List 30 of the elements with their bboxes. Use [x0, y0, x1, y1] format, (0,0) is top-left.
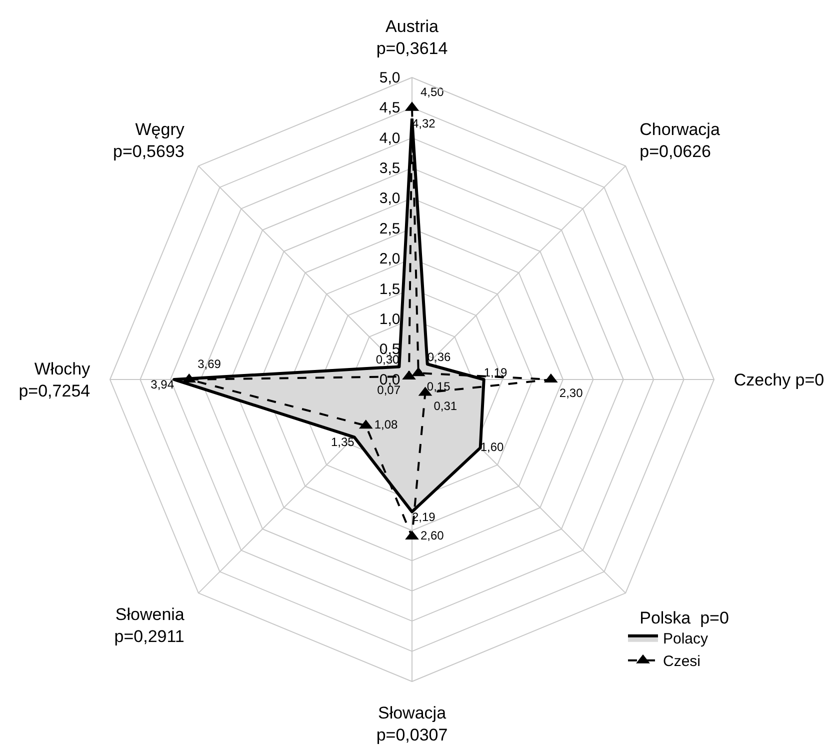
data-label: 3,94	[150, 378, 174, 392]
spoke-label: Austria p=0,3614	[376, 17, 448, 58]
spoke-label: Polska p=0	[640, 608, 729, 628]
spoke-label: Czechy p=0	[734, 370, 824, 390]
y-tick-label: 1,5	[379, 280, 400, 298]
y-tick-label: 2,0	[379, 250, 400, 268]
y-tick-label: 4,5	[379, 100, 400, 117]
y-tick-label: 5,0	[379, 69, 400, 86]
data-label: 2,30	[559, 386, 584, 400]
y-tick-label: 3,0	[379, 190, 400, 208]
y-tick-label: 2,5	[379, 220, 400, 238]
spoke-label: Słowacja p=0,0307	[376, 703, 448, 744]
data-label: 1,60	[480, 440, 504, 454]
spoke-label: Chorwacja p=0,0626	[640, 120, 720, 161]
y-tick-label: 4,0	[379, 130, 400, 147]
data-label: 4,50	[420, 85, 444, 100]
data-label: 2,60	[420, 528, 444, 543]
legend-label: Czesi	[663, 653, 701, 670]
data-label: 0,31	[434, 399, 458, 414]
legend-label: Polacy	[663, 630, 709, 648]
spoke-label: Włochy p=0,7254	[18, 359, 91, 400]
y-tick-label: 1,0	[379, 310, 400, 328]
spoke-label: Węgry p=0,5693	[112, 120, 185, 161]
data-label: 3,69	[198, 357, 222, 371]
spoke-label: Słowenia p=0,2911	[114, 605, 185, 646]
data-label: 1,35	[330, 435, 355, 450]
data-label: 1,08	[374, 418, 398, 432]
data-label: 4,32	[412, 116, 436, 131]
data-label: 0,15	[426, 380, 451, 394]
y-tick-label: 3,5	[379, 160, 400, 177]
